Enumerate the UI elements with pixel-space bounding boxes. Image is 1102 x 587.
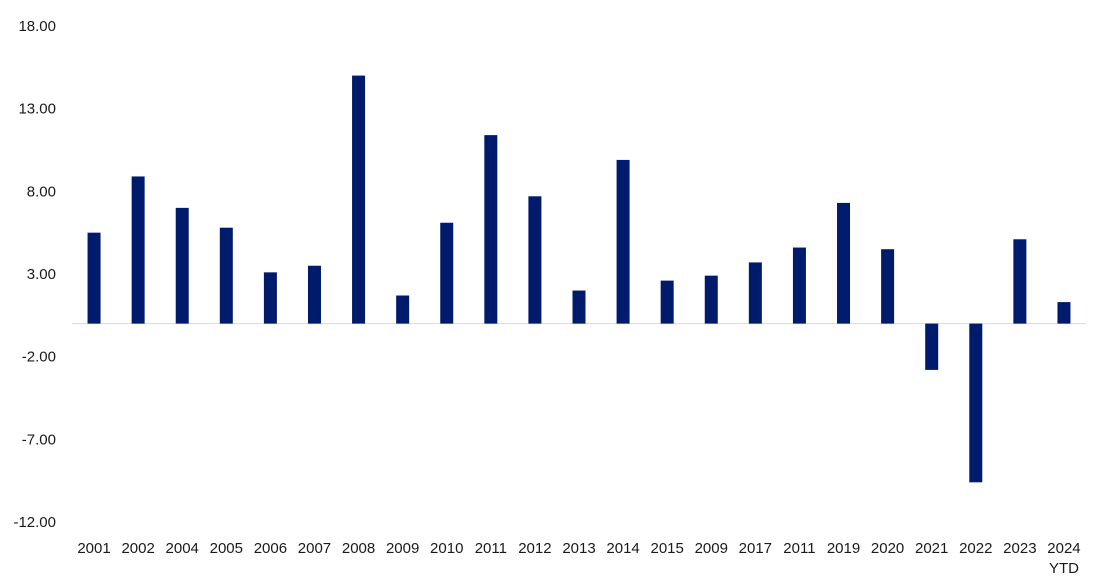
bar (175, 207, 189, 324)
x-tick-label: 2024 (1047, 540, 1080, 557)
y-tick-label: -12.00 (13, 514, 56, 531)
x-tick-label: 2002 (121, 540, 154, 557)
bar (925, 323, 939, 370)
x-tick-label: 2005 (210, 540, 243, 557)
bar (881, 249, 895, 324)
x-tick-label: 2019 (827, 540, 860, 557)
x-tick-label: 2011 (475, 540, 507, 557)
x-tick-label: 2021 (915, 540, 948, 557)
y-tick-label: 18.00 (18, 18, 56, 35)
y-tick-label: -2.00 (22, 349, 56, 366)
bar (837, 202, 851, 324)
bar (660, 280, 674, 324)
y-tick-label: 13.00 (18, 101, 56, 118)
y-axis: 18.00 13.00 8.00 3.00 -2.00 -7.00 -12.00 (13, 18, 56, 531)
bar (572, 290, 586, 324)
x-tick-label: 2011 (783, 540, 815, 557)
bar (528, 196, 542, 324)
bar (969, 323, 983, 483)
y-tick-label: 8.00 (27, 183, 56, 200)
y-tick-label: 3.00 (27, 266, 56, 283)
x-tick-label: 2007 (298, 540, 331, 557)
x-tick-label: YTD (1049, 560, 1079, 577)
x-tick-label: 2017 (739, 540, 772, 557)
x-tick-label: 2023 (1003, 540, 1036, 557)
bar (440, 222, 454, 324)
bar (307, 265, 321, 324)
bar (792, 247, 806, 324)
bar (616, 159, 630, 324)
bar (131, 176, 145, 324)
x-tick-label: 2008 (342, 540, 375, 557)
x-axis: 2001 2002 2004 2005 2006 2007 2008 2009 2010 2011… (77, 540, 1080, 577)
x-tick-label: 2020 (871, 540, 904, 557)
bar (263, 272, 277, 324)
x-tick-label: 2015 (650, 540, 683, 557)
bar (396, 295, 410, 324)
x-tick-label: 2014 (606, 540, 639, 557)
bar (1057, 302, 1071, 324)
x-tick-label: 2009 (386, 540, 419, 557)
bar (704, 275, 718, 324)
bar (352, 75, 366, 324)
bar (484, 135, 498, 324)
x-tick-label: 2012 (518, 540, 551, 557)
x-tick-label: 2013 (562, 540, 595, 557)
x-tick-label: 2009 (695, 540, 728, 557)
bar (219, 227, 233, 324)
x-tick-label: 2001 (77, 540, 110, 557)
x-tick-label: 2006 (254, 540, 287, 557)
bar-series (87, 75, 1071, 483)
y-tick-label: -7.00 (22, 431, 56, 448)
x-tick-label: 2004 (166, 540, 199, 557)
bar (87, 232, 101, 324)
bar (748, 262, 762, 324)
bar (1013, 239, 1027, 324)
x-tick-label: 2010 (430, 540, 463, 557)
x-tick-label: 2022 (959, 540, 992, 557)
